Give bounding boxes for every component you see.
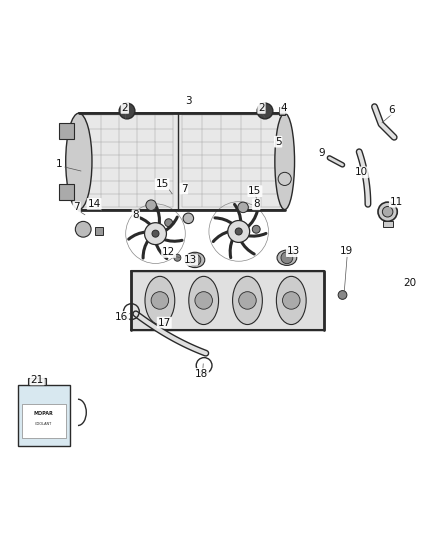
Text: 18: 18	[195, 369, 208, 379]
FancyArrowPatch shape	[215, 218, 233, 224]
Text: 14: 14	[88, 199, 101, 209]
Circle shape	[257, 103, 273, 119]
Text: 19: 19	[340, 246, 353, 256]
Circle shape	[283, 292, 300, 309]
FancyArrowPatch shape	[134, 216, 151, 225]
FancyArrowPatch shape	[247, 233, 266, 236]
Bar	[59, 123, 74, 139]
Bar	[28, 378, 46, 385]
Circle shape	[378, 202, 397, 221]
Text: 20: 20	[403, 278, 416, 288]
Circle shape	[281, 252, 293, 264]
FancyArrowPatch shape	[164, 217, 177, 231]
Circle shape	[183, 213, 194, 223]
Circle shape	[239, 292, 256, 309]
FancyArrowPatch shape	[163, 239, 182, 241]
Text: 4: 4	[280, 103, 287, 113]
Bar	[383, 221, 393, 227]
Text: 8: 8	[253, 199, 260, 209]
Circle shape	[382, 206, 393, 217]
Ellipse shape	[276, 276, 306, 325]
Ellipse shape	[66, 113, 92, 209]
Text: 2: 2	[258, 103, 265, 113]
Bar	[59, 184, 74, 200]
Ellipse shape	[275, 113, 294, 209]
Text: 1: 1	[56, 159, 63, 168]
Circle shape	[145, 223, 166, 245]
Text: 5: 5	[275, 136, 282, 147]
Bar	[18, 385, 70, 446]
Circle shape	[189, 254, 201, 266]
FancyArrowPatch shape	[129, 232, 146, 239]
Text: COOLANT: COOLANT	[35, 422, 53, 426]
Circle shape	[338, 290, 347, 300]
Text: 6: 6	[389, 104, 396, 115]
Text: 3: 3	[185, 96, 192, 106]
FancyArrowPatch shape	[241, 240, 254, 254]
Ellipse shape	[185, 252, 205, 268]
Text: 7: 7	[180, 183, 187, 193]
Circle shape	[146, 200, 156, 211]
Text: 15: 15	[155, 179, 169, 189]
FancyArrowPatch shape	[235, 205, 241, 222]
Bar	[279, 107, 285, 115]
Text: 9: 9	[318, 149, 325, 158]
Circle shape	[174, 254, 181, 261]
Bar	[131, 271, 324, 330]
Circle shape	[195, 292, 212, 309]
FancyArrowPatch shape	[213, 231, 230, 241]
Text: 11: 11	[390, 197, 403, 207]
Text: 12: 12	[162, 247, 175, 257]
Ellipse shape	[189, 276, 219, 325]
Ellipse shape	[233, 276, 262, 325]
Bar	[95, 227, 103, 235]
Ellipse shape	[145, 276, 175, 325]
FancyArrowPatch shape	[143, 240, 148, 258]
Text: MOPAR: MOPAR	[34, 411, 54, 416]
Text: 10: 10	[355, 167, 368, 177]
Text: 16: 16	[115, 312, 128, 322]
Text: 13: 13	[287, 246, 300, 256]
Text: 7: 7	[73, 203, 80, 212]
Bar	[79, 113, 285, 209]
Text: 13: 13	[184, 255, 197, 265]
Circle shape	[152, 230, 159, 237]
Text: 21: 21	[31, 375, 44, 384]
Circle shape	[119, 103, 135, 119]
Circle shape	[238, 202, 248, 213]
Circle shape	[228, 221, 250, 243]
Circle shape	[235, 228, 242, 235]
FancyArrowPatch shape	[156, 243, 167, 259]
FancyArrowPatch shape	[230, 239, 233, 257]
Text: 8: 8	[132, 210, 139, 220]
Ellipse shape	[277, 250, 297, 265]
Circle shape	[252, 225, 260, 233]
Circle shape	[151, 292, 169, 309]
Circle shape	[165, 219, 173, 227]
Bar	[22, 405, 66, 438]
Text: 15: 15	[248, 186, 261, 196]
Text: 17: 17	[158, 318, 171, 328]
FancyArrowPatch shape	[156, 206, 159, 225]
FancyArrowPatch shape	[247, 212, 257, 228]
Circle shape	[75, 221, 91, 237]
Text: 2: 2	[121, 103, 128, 113]
